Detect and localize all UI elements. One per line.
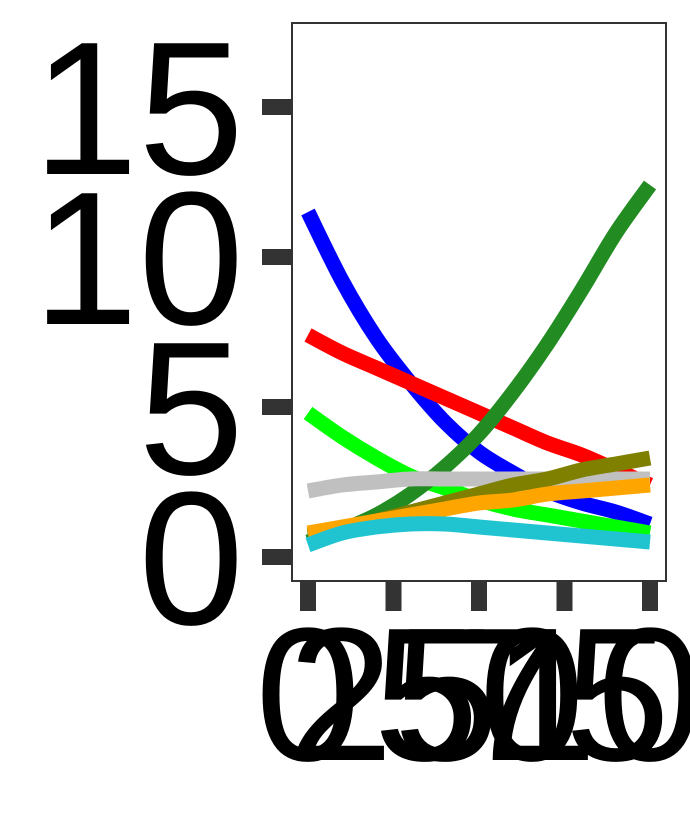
y-tick-label: 10 — [33, 153, 244, 365]
y-tick-label: 5 — [138, 303, 244, 515]
x-tick-label: 0 — [255, 589, 361, 801]
series-line-5 — [306, 471, 650, 499]
y-tick-label: 15 — [33, 3, 244, 215]
series-line-1 — [301, 208, 653, 532]
x-tick-label: 50 — [373, 589, 584, 801]
y-tick-label: 0 — [138, 453, 244, 665]
x-tick-label: 75 — [459, 589, 670, 801]
series-line-2 — [304, 328, 654, 492]
x-axis: 0255075100 — [255, 581, 690, 801]
series-layer — [301, 180, 657, 553]
series-line-8 — [305, 516, 651, 553]
x-tick-label: 100 — [491, 589, 690, 801]
x-tick-label: 25 — [288, 589, 499, 801]
